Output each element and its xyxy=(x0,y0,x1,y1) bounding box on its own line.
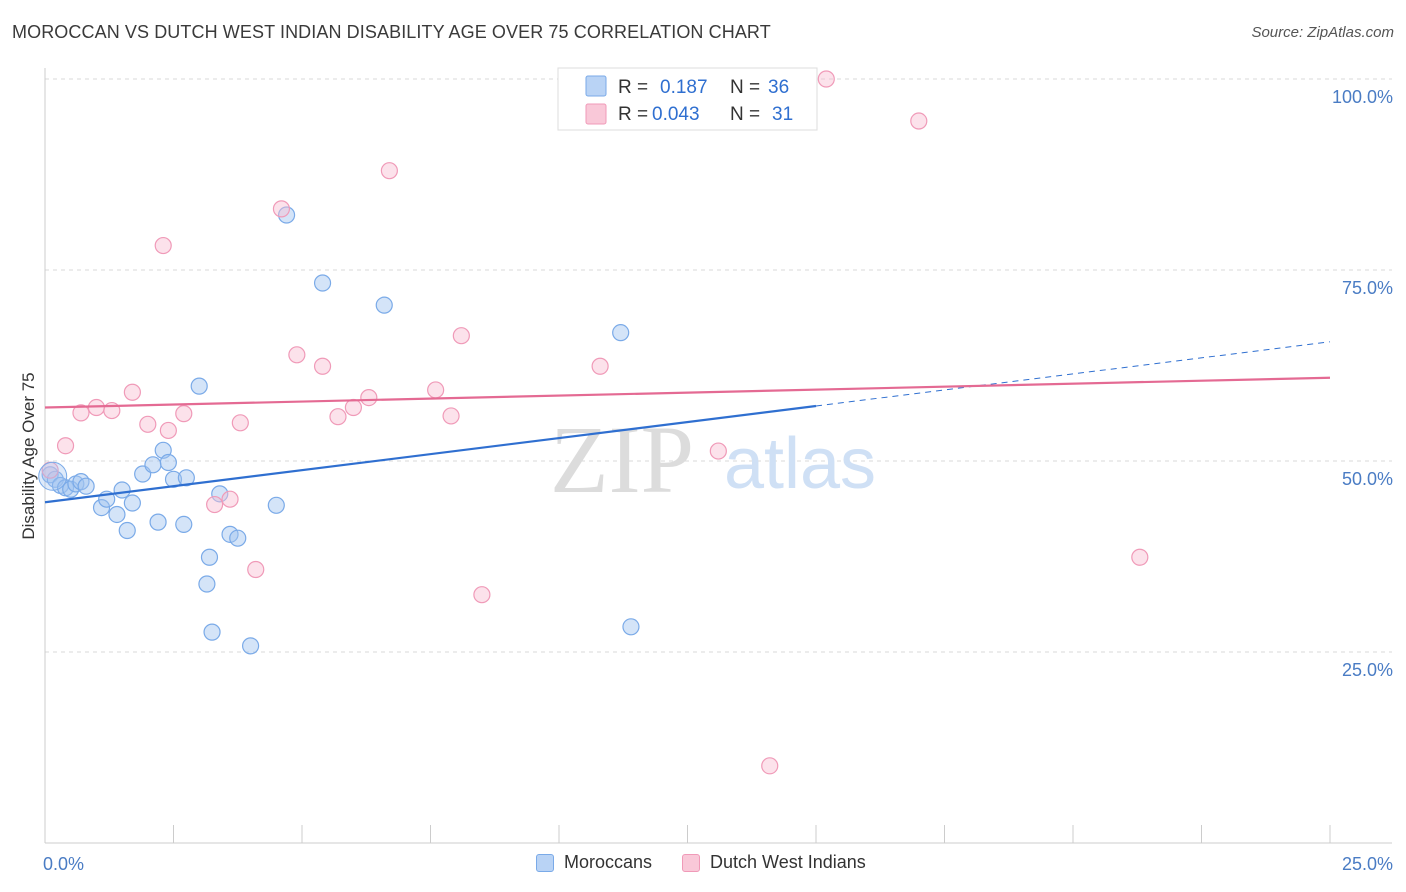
point-dutch-west-indians xyxy=(427,381,445,399)
chart-title: MOROCCAN VS DUTCH WEST INDIAN DISABILITY… xyxy=(12,22,771,42)
point-dutch-west-indians xyxy=(591,357,609,375)
series-legend-dutch[interactable]: Dutch West Indians xyxy=(682,852,866,873)
point-moroccans xyxy=(200,548,219,566)
point-moroccans xyxy=(177,469,195,487)
point-moroccans xyxy=(313,274,332,292)
point-dutch-west-indians xyxy=(139,415,157,433)
watermark-zip: ZIP xyxy=(550,406,694,513)
series-swatch-dutch xyxy=(682,853,701,872)
point-moroccans xyxy=(72,473,90,491)
point-dutch-west-indians xyxy=(247,560,265,579)
point-dutch-west-indians xyxy=(709,442,727,460)
point-moroccans xyxy=(164,470,183,488)
point-moroccans xyxy=(622,618,640,636)
legend-r-label-2: R = xyxy=(618,104,648,125)
point-moroccans xyxy=(203,623,221,641)
point-dutch-west-indians xyxy=(761,757,779,775)
point-dutch-west-indians xyxy=(159,421,177,440)
x-tick-label: 0.0% xyxy=(43,854,84,874)
legend-r-value-moroccans: 0.187 xyxy=(660,77,708,98)
point-dutch-west-indians xyxy=(231,414,249,432)
point-moroccans xyxy=(211,485,229,503)
point-dutch-west-indians xyxy=(1131,548,1149,566)
x-tick-label: 25.0% xyxy=(1342,854,1393,874)
legend-n-value-dutch: 31 xyxy=(772,104,793,125)
point-dutch-west-indians xyxy=(154,236,172,255)
point-dutch-west-indians xyxy=(442,407,460,425)
point-moroccans xyxy=(221,525,239,543)
series-label-dutch: Dutch West Indians xyxy=(710,852,866,872)
point-moroccans xyxy=(113,481,131,499)
point-moroccans xyxy=(92,499,111,517)
series-label-moroccans: Moroccans xyxy=(564,852,653,872)
point-dutch-west-indians xyxy=(175,405,193,423)
point-dutch-west-indians xyxy=(360,388,378,407)
point-dutch-west-indians xyxy=(473,586,491,604)
series-legend: Moroccans Dutch West Indians xyxy=(536,852,896,873)
legend-n-label-2: N = xyxy=(730,104,760,125)
point-moroccans xyxy=(242,637,260,655)
point-moroccans xyxy=(108,505,126,524)
y-tick-label: 25.0% xyxy=(1342,660,1393,680)
point-moroccans xyxy=(123,494,141,512)
point-moroccans xyxy=(229,529,247,547)
y-tick-label: 50.0% xyxy=(1342,469,1393,489)
point-moroccans xyxy=(41,466,59,484)
point-dutch-west-indians xyxy=(817,70,835,88)
series-legend-moroccans[interactable]: Moroccans xyxy=(536,852,652,873)
point-moroccans xyxy=(375,296,393,314)
legend-n-label-1: N = xyxy=(730,77,760,98)
point-dutch-west-indians xyxy=(452,327,470,345)
watermark-atlas: atlas xyxy=(724,424,876,504)
point-moroccans xyxy=(159,453,177,472)
legend-swatch-moroccans xyxy=(585,75,607,97)
y-tick-label: 100.0% xyxy=(1332,87,1393,107)
point-dutch-west-indians xyxy=(380,162,398,180)
point-dutch-west-indians xyxy=(206,495,224,514)
point-dutch-west-indians xyxy=(123,383,141,401)
point-dutch-west-indians xyxy=(910,112,928,130)
point-moroccans xyxy=(198,575,216,593)
point-dutch-west-indians xyxy=(329,408,347,426)
point-dutch-west-indians xyxy=(344,398,362,417)
point-moroccans xyxy=(149,513,167,531)
y-tick-label: 75.0% xyxy=(1342,278,1393,298)
source-label: Source: ZipAtlas.com xyxy=(1251,24,1394,41)
point-moroccans xyxy=(144,456,162,474)
trendline-dutch-west-indians xyxy=(44,376,1331,409)
point-dutch-west-indians xyxy=(72,404,90,422)
point-moroccans xyxy=(267,496,285,514)
stats-legend: R = 0.187 N = 36 R = 0.043 N = 31 xyxy=(557,67,818,131)
point-dutch-west-indians xyxy=(288,346,306,364)
trendline-moroccans xyxy=(44,404,817,504)
point-dutch-west-indians xyxy=(221,490,239,508)
legend-r-label-1: R = xyxy=(618,77,648,98)
trendline-moroccans-extension xyxy=(815,341,1331,407)
point-moroccans xyxy=(118,521,136,540)
point-moroccans xyxy=(77,477,95,495)
point-dutch-west-indians xyxy=(272,200,291,218)
legend-n-value-moroccans: 36 xyxy=(768,77,789,98)
series-swatch-moroccans xyxy=(536,853,554,872)
point-moroccans xyxy=(190,377,208,395)
point-moroccans xyxy=(612,324,630,342)
point-dutch-west-indians xyxy=(313,357,332,375)
point-dutch-west-indians xyxy=(56,437,75,455)
point-moroccans xyxy=(175,515,193,534)
legend-swatch-dutch xyxy=(585,103,607,125)
y-axis-title: Disability Age Over 75 xyxy=(19,372,38,539)
legend-r-value-dutch: 0.043 xyxy=(652,104,700,125)
point-moroccans xyxy=(38,461,68,491)
